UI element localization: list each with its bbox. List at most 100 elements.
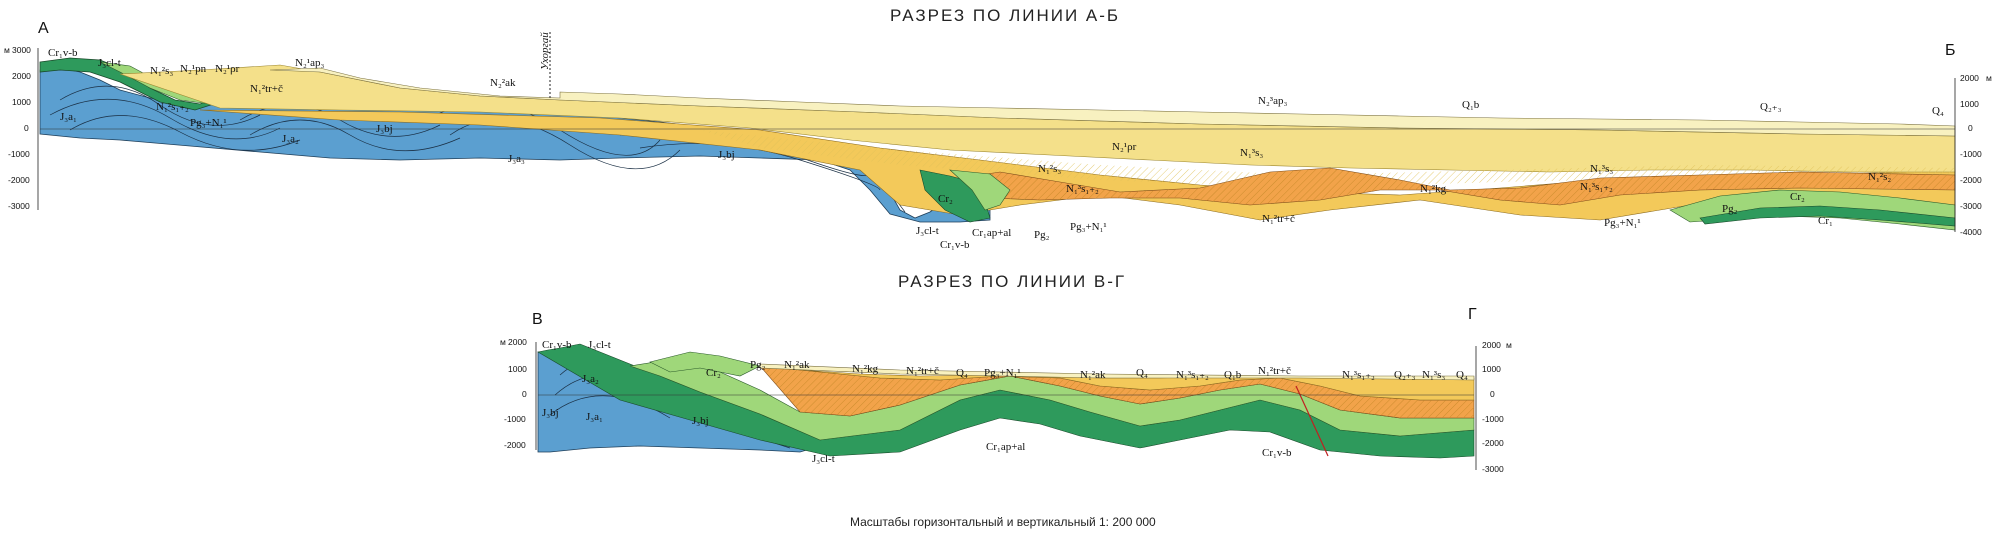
vg-paleogene-hatch — [760, 366, 1474, 418]
ab-cretaceous-center-light — [949, 169, 1011, 211]
formation-label: Q₁b — [1224, 369, 1242, 381]
formation-label: N₁³s₃ — [1422, 369, 1445, 381]
formation-label: Q₁b — [1462, 99, 1480, 111]
formation-label: Pg₃+N₁¹ — [190, 117, 227, 129]
formation-label: J₃a₂ — [282, 133, 299, 145]
formation-label: J₃cl-t — [588, 339, 611, 351]
ab-right-unit: м — [1986, 73, 1992, 83]
ab-right-tick: 2000 — [1960, 73, 1979, 83]
formation-label: Q₄ — [956, 367, 968, 379]
ab-left-tick: 1000 — [12, 97, 31, 107]
formation-label: N₁³s₃ — [1590, 163, 1613, 175]
formation-label: N₂¹ρr — [215, 63, 240, 75]
formation-label: N₁²ak — [1080, 369, 1106, 381]
formation-label: Cr₂ — [938, 193, 953, 205]
formation-label: J₃a₁ — [586, 411, 603, 423]
formation-label: Cr₁ap+al — [972, 227, 1011, 239]
ab-right-tick: -2000 — [1960, 175, 1982, 185]
formation-label: Q₂₊₃ — [1394, 369, 1416, 381]
formation-label: Q₄ — [1932, 105, 1944, 117]
section-ab-title: РАЗРЕЗ ПО ЛИНИИ А-Б — [890, 6, 1121, 25]
formation-label: N₁²s₂ — [1868, 171, 1891, 183]
formation-label: N₁²s₁₊₂ — [156, 101, 189, 113]
vg-cretaceous-cr2 — [649, 351, 761, 377]
ab-left-tick: -1000 — [8, 149, 30, 159]
end-label-a: А — [38, 20, 49, 37]
formation-label: Q₂₊₃ — [1760, 101, 1782, 113]
formation-label: N₂³ap₃ — [1258, 95, 1287, 107]
vg-right-tick: -3000 — [1482, 464, 1504, 474]
formation-label: Cr₁v-b — [48, 47, 78, 59]
formation-label: N₁²tr+č — [250, 83, 283, 95]
formation-label: N₂¹ρr — [1112, 141, 1137, 153]
vg-quaternary-top — [759, 363, 1475, 381]
section-ab: Ухоргай м 3000 2000 1000 0 -1000 -2000 -… — [4, 32, 1992, 251]
end-label-g: Г — [1468, 306, 1477, 323]
formation-label: N₁²kg — [852, 363, 879, 375]
ab-left-tick: 2000 — [12, 71, 31, 81]
formation-label: N₁³s₁₊₂ — [1176, 369, 1209, 381]
formation-label: Cr₁ — [1818, 215, 1833, 227]
formation-label: N₂²ak — [490, 77, 516, 89]
formation-label: J₃cl-t — [916, 225, 939, 237]
formation-label: J₃bj — [376, 123, 393, 135]
formation-label: N₁²tr+č — [1258, 365, 1291, 377]
formation-label: Pg₂ — [1034, 229, 1050, 241]
formation-label: N₁²ak — [784, 359, 810, 371]
vg-left-tick: 1000 — [508, 364, 527, 374]
formation-label: N₁³s₃ — [1240, 147, 1263, 159]
vg-right-tick: 1000 — [1482, 364, 1501, 374]
vg-formation-labels: Cr₁v-b J₃cl-t J₃a₂ J₃bj J₃a₁ J₃bj Cr₂ Pg… — [542, 339, 1468, 465]
ab-right-tick: 1000 — [1960, 99, 1979, 109]
formation-label: Cr₁ap+al — [986, 441, 1025, 453]
ab-hatched-zone — [700, 130, 1955, 188]
vg-right-ticks: 2000 м 1000 0 -1000 -2000 -3000 — [1482, 340, 1512, 474]
formation-label: N₁³s₁₊₂ — [1066, 183, 1099, 195]
formation-label: Q₄ — [1136, 367, 1148, 379]
formation-label: Cr₂ — [1790, 191, 1805, 203]
formation-label: J₃bj — [692, 415, 709, 427]
formation-label: J₃bj — [718, 149, 735, 161]
end-label-b: Б — [1945, 42, 1956, 59]
formation-label: N₂¹pn — [180, 63, 207, 75]
ab-left-unit: м — [4, 45, 10, 55]
formation-label: N₁²kg — [1420, 183, 1447, 195]
formation-label: N₁³s₁₊₂ — [1580, 181, 1613, 193]
ab-left-tick: 0 — [24, 123, 29, 133]
ab-right-tick: -4000 — [1960, 227, 1982, 237]
formation-label: Cr₁v-b — [940, 239, 970, 251]
ab-right-tick: 0 — [1968, 123, 1973, 133]
formation-label: J₃a₁ — [60, 111, 77, 123]
formation-label: Cr₁v-b — [542, 339, 572, 351]
formation-label: N₁²s₃ — [1038, 163, 1061, 175]
ab-place-label: Ухоргай — [539, 32, 551, 70]
formation-label: Cr₁v-b — [1262, 447, 1292, 459]
vg-left-tick: 2000 — [508, 337, 527, 347]
formation-label: J₃cl-t — [812, 453, 835, 465]
vg-left-tick: 0 — [522, 389, 527, 399]
section-vg: м 2000 1000 0 -1000 -2000 2000 м 1000 0 … — [500, 337, 1512, 474]
formation-label: N₁²tr+č — [1262, 213, 1295, 225]
formation-label: Pg₂ — [1722, 203, 1738, 215]
formation-label: J₃bj — [542, 407, 559, 419]
ab-right-tick: -3000 — [1960, 201, 1982, 211]
ab-quaternary-top — [269, 67, 1956, 137]
vg-right-tick: -1000 — [1482, 414, 1504, 424]
section-vg-title: РАЗРЕЗ ПО ЛИНИИ В-Г — [898, 272, 1127, 291]
end-label-v: В — [532, 311, 543, 328]
ab-formation-labels: Cr₁v-b J₃cl-t N₁²s₃ N₂¹pn N₂¹ρr N₂¹ap₃ N… — [48, 47, 1944, 251]
formation-label: J₃cl-t — [98, 57, 121, 69]
formation-label: Q₄ — [1456, 369, 1468, 381]
vg-fault-line — [1295, 385, 1329, 457]
ab-right-tick: -1000 — [1960, 149, 1982, 159]
vg-right-tick: 2000 — [1482, 340, 1501, 350]
formation-label: J₃a₂ — [582, 373, 599, 385]
formation-label: Pg₂ — [750, 359, 766, 371]
vg-left-tick: -1000 — [504, 414, 526, 424]
vg-right-tick: 0 — [1490, 389, 1495, 399]
scale-note: Масштабы горизонтальный и вертикальный 1… — [850, 515, 1156, 529]
vg-left-ticks: м 2000 1000 0 -1000 -2000 — [500, 337, 527, 450]
formation-label: N₁³s₁₊₂ — [1342, 369, 1375, 381]
vg-left-tick: -2000 — [504, 440, 526, 450]
